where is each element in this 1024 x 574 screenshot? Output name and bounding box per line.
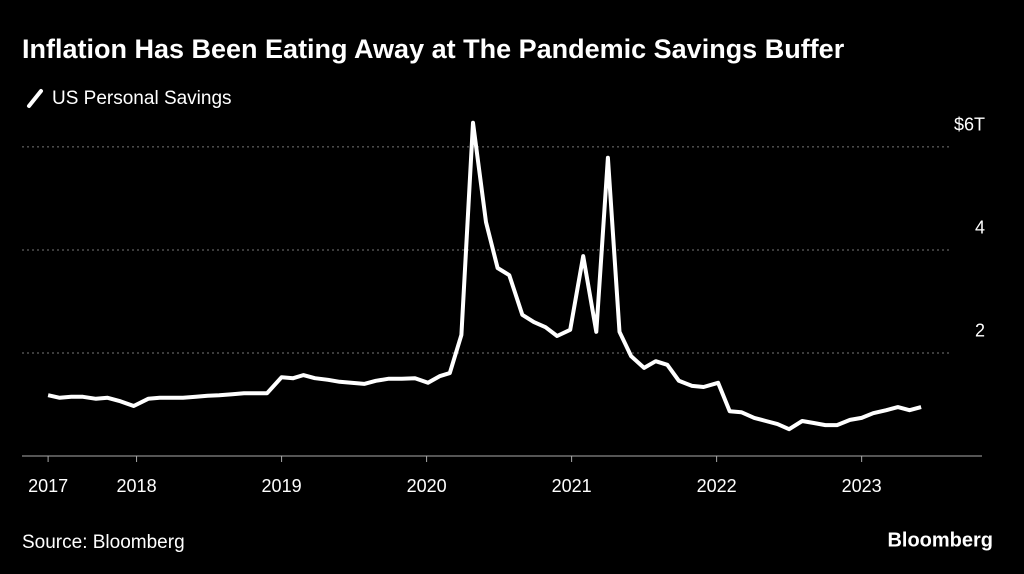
x-tick-label: 2022: [697, 476, 737, 496]
x-tick-label: 2019: [262, 476, 302, 496]
x-tick-label: 2018: [117, 476, 157, 496]
logo: Bloomberg: [887, 529, 993, 551]
x-tick-label: 2017: [28, 476, 68, 496]
x-tick-label: 2023: [842, 476, 882, 496]
legend-swatch: [27, 89, 43, 108]
chart-title: Inflation Has Been Eating Away at The Pa…: [22, 34, 845, 64]
legend-label: US Personal Savings: [52, 88, 232, 109]
y-tick-label: $6T: [954, 115, 985, 135]
y-tick-label: 4: [975, 218, 985, 238]
x-tick-label: 2020: [407, 476, 447, 496]
x-tick-label: 2021: [552, 476, 592, 496]
y-tick-label: 2: [975, 321, 985, 341]
source: Source: Bloomberg: [22, 532, 185, 553]
line-series: [47, 120, 922, 432]
